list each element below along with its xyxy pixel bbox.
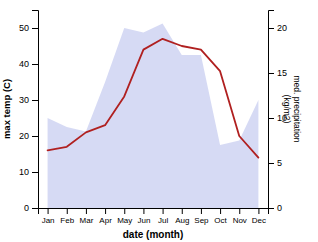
y2-axis-label-line: med. precipitation xyxy=(292,75,302,142)
tick-label: 20 xyxy=(277,23,287,33)
x-axis: Jan Feb Mar Apr May Jun Jul Aug Sep Oct Nov Dec xyxy=(39,208,269,225)
tick-mark xyxy=(268,118,274,119)
precipitation-area xyxy=(48,24,259,209)
tick-label: Nov xyxy=(233,216,247,225)
tick-mark xyxy=(258,208,259,214)
tick-mark xyxy=(163,208,164,214)
tick-mark xyxy=(239,208,240,214)
tick: Jul xyxy=(158,208,168,225)
y2-axis-label-line: (kg/m2) xyxy=(282,95,292,124)
tick: Aug xyxy=(175,208,189,225)
axis-line xyxy=(32,11,39,209)
tick: 10 xyxy=(19,167,38,177)
tick-mark xyxy=(32,28,38,29)
marks xyxy=(48,24,259,209)
tick-label: 0 xyxy=(277,203,282,213)
chart: Jan Feb Mar Apr May Jun Jul Aug Sep Oct Nov Dec 0 10 2… xyxy=(0,0,318,242)
tick-label: 10 xyxy=(19,167,29,177)
tick: 15 xyxy=(268,68,287,78)
y-axis: 0 10 20 30 40 50 xyxy=(19,11,39,214)
y-axis-label: max temp (C) xyxy=(1,79,12,139)
tick-mark xyxy=(32,172,38,173)
plot-area: Jan Feb Mar Apr May Jun Jul Aug Sep Oct Nov Dec 0 10 2… xyxy=(1,11,302,241)
tick-label: Apr xyxy=(99,216,112,225)
tick-label: Jun xyxy=(137,216,150,225)
tick-label: 50 xyxy=(19,23,29,33)
tick-mark xyxy=(32,64,38,65)
tick-label: 20 xyxy=(19,131,29,141)
tick: Dec xyxy=(252,208,266,225)
tick: Nov xyxy=(233,208,247,225)
axis-line xyxy=(39,209,269,215)
tick-mark xyxy=(105,208,106,214)
tick-label: Oct xyxy=(214,216,227,225)
tick-label: Jan xyxy=(42,216,55,225)
tick: Apr xyxy=(99,208,112,225)
tick-mark xyxy=(32,208,38,209)
tick: 20 xyxy=(19,131,38,141)
tick-mark xyxy=(201,208,202,214)
tick-mark xyxy=(268,28,274,29)
tick: 0 xyxy=(24,203,38,213)
tick-mark xyxy=(48,208,49,214)
tick-mark xyxy=(124,208,125,214)
tick: Jun xyxy=(137,208,150,225)
tick-label: Dec xyxy=(252,216,266,225)
tick-mark xyxy=(268,73,274,74)
tick-label: 40 xyxy=(19,59,29,69)
tick-label: 30 xyxy=(19,95,29,105)
tick-label: 0 xyxy=(24,203,29,213)
tick-mark xyxy=(32,136,38,137)
tick-mark xyxy=(32,100,38,101)
tick-mark xyxy=(182,208,183,214)
tick-label: May xyxy=(117,216,132,225)
tick: Sep xyxy=(194,208,209,225)
tick: Jan xyxy=(42,208,55,225)
tick-label: Aug xyxy=(175,216,189,225)
tick-label: 5 xyxy=(277,158,282,168)
y2-axis-label: med. precipitation(kg/m2) xyxy=(282,75,302,142)
tick: 5 xyxy=(268,158,282,168)
tick-label: Mar xyxy=(80,216,94,225)
tick-label: Jul xyxy=(158,216,168,225)
tick-mark xyxy=(86,208,87,214)
tick: 50 xyxy=(19,23,38,33)
tick: 20 xyxy=(268,23,287,33)
axis-line xyxy=(269,11,275,209)
tick: 30 xyxy=(19,95,38,105)
tick: Mar xyxy=(80,208,94,225)
tick-label: Feb xyxy=(60,216,74,225)
tick-mark xyxy=(268,208,274,209)
tick-mark xyxy=(268,163,274,164)
temperature-line xyxy=(48,39,259,158)
tick-mark xyxy=(220,208,221,214)
x-axis-label: date (month) xyxy=(123,229,184,240)
tick: 40 xyxy=(19,59,38,69)
tick: Feb xyxy=(60,208,74,225)
tick-mark xyxy=(143,208,144,214)
tick-label: Sep xyxy=(194,216,209,225)
tick: May xyxy=(117,208,132,225)
tick: 0 xyxy=(268,203,282,213)
tick: Oct xyxy=(214,208,227,225)
tick-label: 15 xyxy=(277,68,287,78)
tick-mark xyxy=(67,208,68,214)
